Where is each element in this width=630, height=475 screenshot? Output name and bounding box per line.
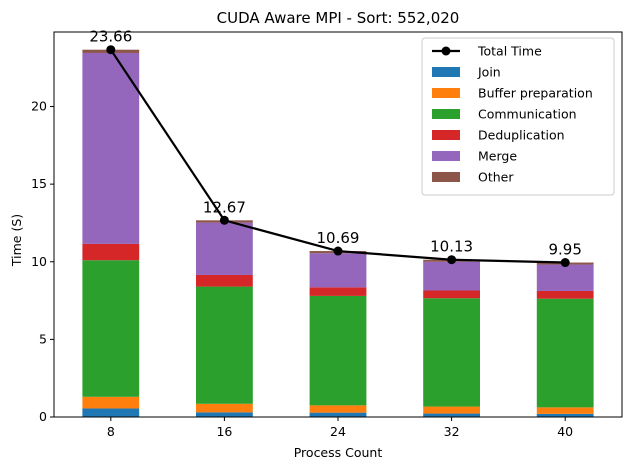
bar-segment-merge [423, 261, 480, 291]
bar-segment-communication [82, 260, 140, 397]
legend-swatch [432, 67, 460, 77]
legend-swatch [432, 172, 460, 182]
bar-segment-deduplication [423, 290, 480, 299]
legend-swatch [432, 88, 460, 98]
bar-segment-communication [196, 286, 253, 404]
total-time-point [447, 255, 457, 265]
bar-segment-deduplication [536, 290, 594, 299]
bar-segment-deduplication [82, 243, 140, 261]
y-tick-label: 5 [39, 331, 47, 346]
bar-segment-buffer-preparation [196, 403, 253, 413]
total-time-point [219, 215, 229, 225]
total-time-point [333, 246, 343, 256]
legend-label: Join [477, 65, 501, 80]
bar-segment-deduplication [196, 274, 253, 287]
bar-segment-join [423, 413, 480, 417]
y-tick-label: 10 [31, 254, 47, 269]
bar-segment-buffer-preparation [536, 407, 594, 414]
legend-swatch [432, 151, 460, 161]
legend: Total Time Join Buffer preparation Communic… [421, 37, 615, 196]
legend-label: Deduplication [478, 128, 565, 143]
x-axis-label: Process Count [294, 445, 383, 460]
bar-segment-communication [423, 298, 480, 407]
legend-swatch [432, 109, 460, 119]
bar-segment-buffer-preparation [309, 405, 367, 413]
plot-area: 0 5 10 15 20 8 16 24 32 40 23.66 12.67 10.69 10.13 9.9… [31, 28, 623, 439]
legend-point-marker [441, 46, 451, 56]
x-tick-label: 8 [107, 424, 115, 439]
x-tick-label: 32 [444, 424, 460, 439]
total-time-data-label: 10.13 [430, 238, 473, 256]
y-tick-label: 20 [31, 99, 47, 114]
x-tick-label: 24 [330, 424, 346, 439]
bar-segment-buffer-preparation [423, 406, 480, 414]
bar-segment-merge [536, 264, 594, 291]
bar-segment-join [309, 412, 367, 417]
legend-swatch [432, 130, 460, 140]
bar-segment-communication [309, 295, 367, 406]
y-axis-label: Time (S) [9, 214, 24, 267]
total-time-data-label: 12.67 [203, 198, 246, 216]
bar-segment-join [536, 413, 594, 417]
bar-segment-join [82, 408, 140, 417]
y-tick-label: 15 [31, 176, 47, 191]
legend-label: Communication [478, 107, 577, 122]
bar-segment-buffer-preparation [82, 396, 140, 409]
total-time-point [106, 45, 116, 55]
total-time-data-label: 9.95 [548, 241, 581, 259]
chart-title: CUDA Aware MPI - Sort: 552,020 [217, 9, 460, 27]
bar-segment-join [196, 412, 253, 417]
bar-segment-deduplication [309, 287, 367, 296]
legend-label: Buffer preparation [478, 86, 593, 101]
x-tick-label: 16 [216, 424, 232, 439]
total-time-point [560, 258, 570, 268]
bar-segment-merge [82, 52, 140, 244]
legend-label: Total Time [477, 44, 542, 59]
legend-label: Other [478, 170, 514, 185]
legend-box [421, 37, 615, 196]
legend-label: Merge [478, 149, 517, 164]
total-time-data-label: 23.66 [89, 28, 132, 46]
bar-segment-merge [196, 222, 253, 275]
bar-segment-merge [309, 253, 367, 288]
total-time-data-label: 10.69 [317, 229, 360, 247]
x-tick-label: 40 [557, 424, 573, 439]
y-tick-label: 0 [39, 409, 47, 424]
bar-segment-communication [536, 298, 594, 408]
